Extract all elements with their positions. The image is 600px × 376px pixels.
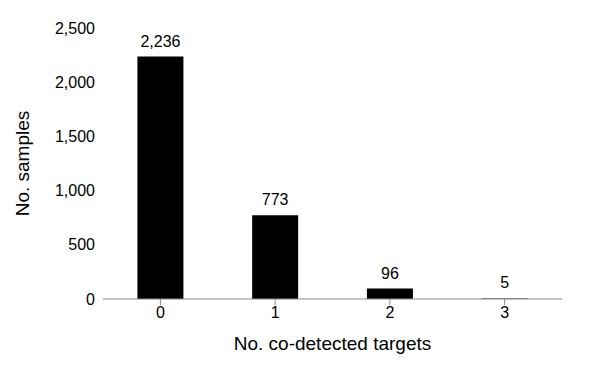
svg-text:2,000: 2,000 [55, 74, 95, 91]
svg-text:5: 5 [500, 274, 509, 291]
svg-text:0: 0 [156, 304, 165, 321]
svg-text:500: 500 [68, 236, 95, 253]
svg-text:3: 3 [500, 304, 509, 321]
svg-text:1: 1 [271, 304, 280, 321]
svg-text:0: 0 [86, 291, 95, 308]
svg-text:96: 96 [381, 265, 399, 282]
svg-text:2: 2 [385, 304, 394, 321]
svg-text:1,000: 1,000 [55, 182, 95, 199]
svg-text:2,500: 2,500 [55, 20, 95, 37]
svg-text:1,500: 1,500 [55, 128, 95, 145]
svg-text:No. samples: No. samples [12, 111, 33, 217]
svg-text:No. co-detected targets: No. co-detected targets [234, 333, 432, 354]
svg-text:2,236: 2,236 [140, 33, 180, 50]
svg-text:773: 773 [262, 191, 289, 208]
